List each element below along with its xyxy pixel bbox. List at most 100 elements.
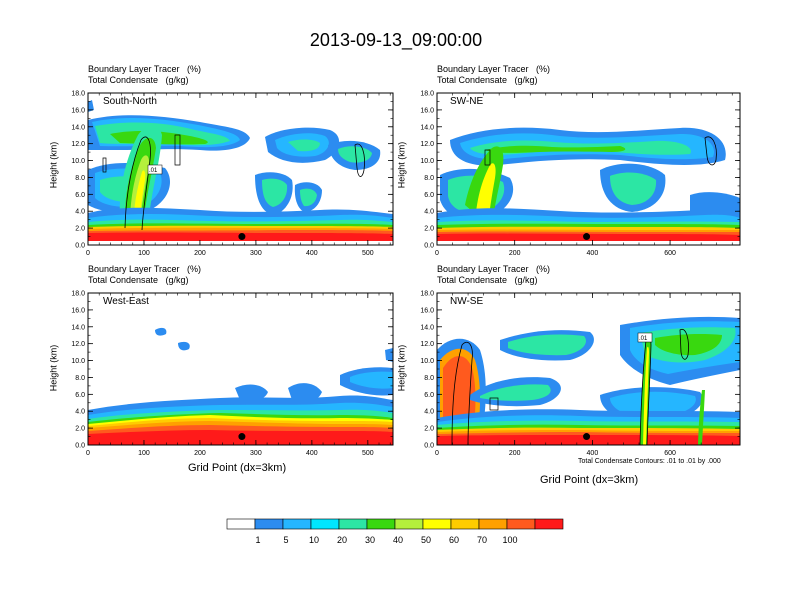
panel-1-ytick-label: 10.0 [71, 158, 85, 165]
colorbar-label: 20 [337, 535, 347, 545]
colorbar-swatch [366, 518, 396, 530]
panel-2-ytick-label: 8.0 [424, 175, 434, 182]
panel-1-xtick-label: 100 [138, 250, 150, 257]
panel-4-location-marker [583, 433, 591, 441]
panel-1-ytick-label: 0.0 [75, 243, 85, 250]
panel-4-contour-label-box [637, 332, 653, 343]
panel-2-field [437, 127, 740, 245]
panel-4-ytick-label: 6.0 [424, 392, 434, 399]
colorbar-swatch [506, 518, 536, 530]
panel-2-xtick-label: 200 [509, 250, 521, 257]
panel-4-ytick-label: 18.0 [420, 291, 434, 298]
panel-4-ytick-label: 2.0 [424, 426, 434, 433]
panel-4-xtick-label: 400 [587, 450, 599, 457]
panel-3-ytick-label: 0.0 [75, 443, 85, 450]
panel-4-ytick-label: 16.0 [420, 307, 434, 314]
panel-3-xtick-label: 300 [250, 450, 262, 457]
panel-4-name: NW-SE [448, 296, 486, 307]
panel-2-header: Boundary Layer Tracer (%) Total Condensat… [437, 64, 551, 85]
panel-4-field [437, 316, 740, 445]
panel-4-xtick-label: 600 [664, 450, 676, 457]
panel-1-ytick-label: 8.0 [75, 175, 85, 182]
panel-4-ytick-label: 14.0 [420, 324, 434, 331]
panel-2-ytick-label: 2.0 [424, 226, 434, 233]
colorbar-label: 30 [365, 535, 375, 545]
panel-2-ytick-label: 0.0 [424, 243, 434, 250]
colorbar-swatch [282, 518, 312, 530]
panel-1-ytick-label: 6.0 [75, 192, 85, 199]
panel-4-xlabel: Grid Point (dx=3km) [540, 474, 639, 486]
panel-3-xtick-label: 200 [194, 450, 206, 457]
colorbar-label: 50 [421, 535, 431, 545]
colorbar-swatch [254, 518, 284, 530]
panel-3-ytick-label: 16.0 [71, 307, 85, 314]
panel-3-ytick-label: 8.0 [75, 375, 85, 382]
contour-note: Total Condensate Contours: .01 to .01 by… [578, 458, 721, 465]
colorbar-swatch [226, 518, 256, 530]
chart-title: 2013-09-13_09:00:00 [309, 30, 483, 50]
panel-2-xtick-label: 400 [587, 250, 599, 257]
colorbar-swatch [450, 518, 480, 530]
colorbar-label: 5 [283, 535, 288, 545]
panel-3-xtick-label: 400 [306, 450, 318, 457]
panel-3-ytick-label: 6.0 [75, 392, 85, 399]
panel-3-field [88, 327, 393, 445]
panel-1-ytick-label: 16.0 [71, 107, 85, 114]
panel-3-xtick-label: 100 [138, 450, 150, 457]
panel-1-xtick-label: 400 [306, 250, 318, 257]
panel-1-ytick-label: 2.0 [75, 226, 85, 233]
panel-3-ytick-label: 2.0 [75, 426, 85, 433]
panel-2-ytick-label: 6.0 [424, 192, 434, 199]
panel-4-xtick-label: 200 [509, 450, 521, 457]
colorbar-label: 60 [449, 535, 459, 545]
panel-4-ytick-label: 8.0 [424, 375, 434, 382]
panel-1-contour-label: .01 [149, 168, 158, 174]
panel-4-ytick-label: 4.0 [424, 409, 434, 416]
panel-2-name: SW-NE [448, 96, 486, 107]
panel-1-ytick-label: 14.0 [71, 124, 85, 131]
panel-2-ytick-label: 10.0 [420, 158, 434, 165]
panel-1-xtick-label: 200 [194, 250, 206, 257]
colorbar-swatch [478, 518, 508, 530]
panel-3-ytick-label: 12.0 [71, 341, 85, 348]
panel-1-header: Boundary Layer Tracer (%) Total Condensat… [88, 64, 202, 85]
panel-4-contour-label: .01 [639, 336, 648, 342]
panel-4-ytick-label: 0.0 [424, 443, 434, 450]
panel-1-xtick-label: 300 [250, 250, 262, 257]
panel-1-ytick-label: 12.0 [71, 141, 85, 148]
colorbar-label: 100 [502, 535, 517, 545]
colorbar-swatch [338, 518, 368, 530]
panel-3-location-marker [238, 433, 246, 441]
panel-2-ytick-label: 4.0 [424, 209, 434, 216]
panel-2-ytick-label: 16.0 [420, 107, 434, 114]
panel-2-xtick-label: 600 [664, 250, 676, 257]
panel-4-ytick-label: 12.0 [420, 341, 434, 348]
panel-2-ytick-label: 18.0 [420, 91, 434, 98]
colorbar-swatch [394, 518, 424, 530]
colorbar-label: 70 [477, 535, 487, 545]
colorbar-swatch [422, 518, 452, 530]
panel-1-xtick-label: 500 [362, 250, 374, 257]
panel-2-ytick-label: 14.0 [420, 124, 434, 131]
colorbar-swatch [310, 518, 340, 530]
colorbar-swatch [534, 518, 564, 530]
panel-3-ytick-label: 14.0 [71, 324, 85, 331]
panel-3-ytick-label: 18.0 [71, 291, 85, 298]
panel-2-location-marker [583, 233, 591, 241]
panel-2-xtick-label: 0 [435, 250, 439, 257]
panel-3-name: West-East [101, 296, 151, 307]
colorbar-label: 1 [255, 535, 260, 545]
panel-1-field [88, 100, 393, 245]
panel-4-xtick-label: 0 [435, 450, 439, 457]
panel-1-ytick-label: 18.0 [71, 91, 85, 98]
colorbar: 1 5 10 20 30 40 50 60 70 100 [226, 518, 564, 545]
panel-3-header: Boundary Layer Tracer (%) Total Condensat… [88, 264, 202, 285]
panel-4-ytick-label: 10.0 [420, 358, 434, 365]
panel-1-ytick-label: 4.0 [75, 209, 85, 216]
panel-3-xlabel: Grid Point (dx=3km) [188, 462, 287, 474]
panel-3-xtick-label: 0 [86, 450, 90, 457]
panel-1-xtick-label: 0 [86, 250, 90, 257]
panel-1-location-marker [238, 233, 246, 241]
panel-1-contour-label-box [147, 164, 163, 175]
